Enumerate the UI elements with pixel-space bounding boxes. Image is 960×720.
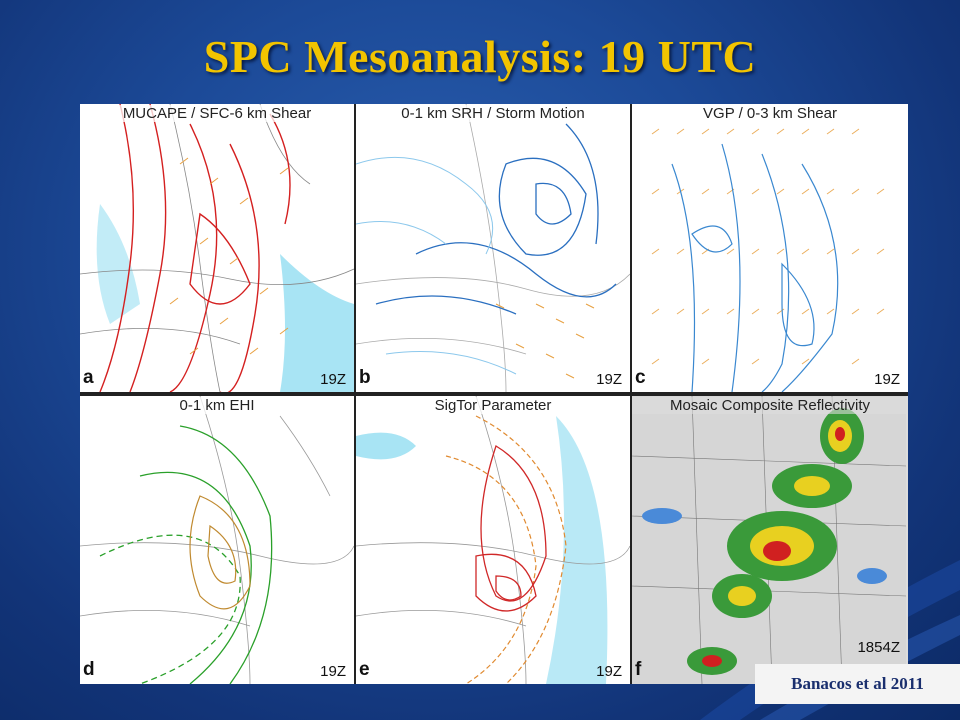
panel-srh-storm-motion: 0-1 km SRH / Storm Motion b 19Z <box>356 104 630 392</box>
panel-label: c <box>635 367 646 388</box>
vgp-map <box>651 128 885 392</box>
panel-label: f <box>635 659 642 680</box>
panel-valid-time: 19Z <box>320 663 346 680</box>
panel-valid-time: 1854Z <box>857 639 900 656</box>
panel-title: VGP / 0-3 km Shear <box>632 105 908 122</box>
citation-credit: Banacos et al 2011 <box>755 664 960 704</box>
panel-valid-time: 19Z <box>596 663 622 680</box>
radar-mosaic <box>632 396 906 684</box>
panel-valid-time: 19Z <box>320 371 346 388</box>
mucape-map <box>80 104 354 392</box>
sigtor-map <box>356 396 630 684</box>
panel-label: e <box>359 659 370 680</box>
panel-title: Mosaic Composite Reflectivity <box>632 397 908 414</box>
panel-ehi: 0-1 km EHI d 19Z <box>80 396 354 684</box>
panel-vgp-shear: VGP / 0-3 km Shear c 19Z <box>632 104 908 392</box>
panel-sigtor: SigTor Parameter e 19Z <box>356 396 630 684</box>
srh-map <box>356 104 630 392</box>
mesoanalysis-panel-grid: MUCAPE / SFC-6 km Shear a 19Z <box>80 104 908 684</box>
slide-title: SPC Mesoanalysis: 19 UTC <box>203 31 757 82</box>
panel-label: a <box>83 367 94 388</box>
panel-title: MUCAPE / SFC-6 km Shear <box>80 105 354 122</box>
panel-valid-time: 19Z <box>596 371 622 388</box>
panel-title: 0-1 km SRH / Storm Motion <box>356 105 630 122</box>
panel-title: SigTor Parameter <box>356 397 630 414</box>
panel-valid-time: 19Z <box>874 371 900 388</box>
ehi-map <box>80 396 354 684</box>
panel-mucape-shear: MUCAPE / SFC-6 km Shear a 19Z <box>80 104 354 392</box>
panel-label: b <box>359 367 371 388</box>
storm-cells <box>642 408 887 675</box>
panel-reflectivity: Mosaic Composite Reflectivity f 1854Z <box>632 396 908 684</box>
panel-title: 0-1 km EHI <box>80 397 354 414</box>
panel-label: d <box>83 659 95 680</box>
